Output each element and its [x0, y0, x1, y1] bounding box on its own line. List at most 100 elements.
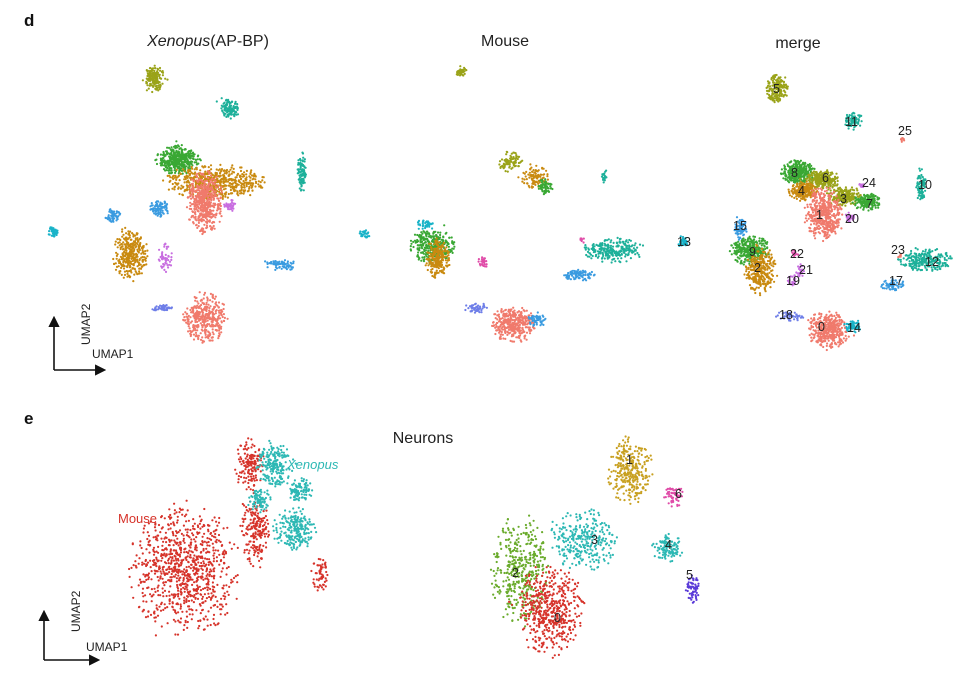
subtitle-mouse: Mouse — [481, 33, 529, 50]
point — [529, 163, 532, 166]
point — [170, 153, 173, 156]
point — [166, 166, 169, 170]
point — [124, 248, 127, 251]
point — [217, 306, 220, 309]
point — [516, 311, 519, 314]
point — [155, 78, 158, 81]
point — [123, 273, 127, 276]
point — [200, 328, 203, 331]
point — [514, 164, 517, 167]
point — [217, 334, 220, 338]
point — [412, 240, 415, 243]
point — [606, 243, 610, 246]
point — [301, 172, 305, 175]
point — [199, 159, 202, 162]
point — [220, 168, 224, 171]
point — [641, 244, 645, 247]
point — [177, 166, 180, 169]
point — [162, 154, 165, 157]
point — [173, 166, 176, 169]
point — [197, 317, 200, 320]
point — [549, 185, 552, 188]
point — [424, 264, 427, 267]
point — [151, 76, 154, 79]
point — [232, 167, 235, 170]
point — [152, 207, 155, 210]
point — [225, 98, 228, 101]
point — [157, 86, 160, 89]
point — [504, 337, 507, 340]
point — [248, 187, 251, 190]
point — [203, 183, 206, 187]
point — [179, 172, 182, 176]
point — [134, 246, 137, 249]
point — [591, 244, 594, 247]
point — [187, 152, 190, 156]
point — [164, 161, 167, 164]
point — [116, 210, 119, 213]
point — [303, 158, 306, 161]
point — [209, 164, 213, 167]
point — [628, 247, 631, 251]
point — [300, 188, 303, 191]
point — [199, 299, 202, 302]
point — [280, 267, 283, 270]
point — [494, 332, 497, 336]
point — [622, 247, 626, 250]
point — [204, 185, 207, 188]
point — [239, 169, 243, 173]
point — [504, 329, 507, 332]
point — [431, 227, 434, 230]
point — [444, 259, 447, 262]
point — [782, 95, 785, 98]
cluster-9 — [579, 237, 585, 244]
point — [467, 307, 470, 310]
point — [172, 151, 175, 154]
point — [125, 256, 128, 259]
point — [567, 271, 570, 275]
point — [435, 234, 438, 238]
point — [604, 244, 607, 247]
point — [175, 176, 178, 179]
cluster-9 — [47, 226, 59, 238]
point — [188, 207, 191, 210]
point — [214, 216, 217, 219]
point — [130, 238, 133, 241]
subtitle-xenopus-ap-bp: Xenopus(AP-BP) — [146, 33, 269, 50]
point — [203, 291, 207, 294]
point — [191, 210, 194, 213]
point — [183, 153, 186, 156]
point — [261, 186, 264, 189]
point — [112, 257, 115, 261]
point — [627, 252, 630, 255]
point — [631, 251, 634, 254]
point — [202, 190, 205, 193]
point — [245, 173, 248, 176]
point — [245, 183, 248, 186]
point — [181, 149, 184, 153]
point — [205, 313, 208, 316]
point — [209, 197, 212, 200]
point — [620, 250, 623, 253]
point — [179, 187, 183, 190]
point — [508, 318, 511, 321]
point — [423, 246, 426, 249]
point — [233, 113, 236, 116]
point — [421, 251, 424, 254]
point — [188, 218, 191, 221]
point — [250, 186, 253, 189]
cluster-5 — [416, 219, 434, 230]
point — [240, 188, 243, 191]
point — [186, 322, 189, 325]
point — [421, 220, 424, 224]
point — [427, 257, 430, 260]
point — [202, 199, 205, 202]
point — [240, 177, 243, 180]
point — [777, 100, 780, 103]
point — [122, 247, 125, 250]
point — [151, 90, 154, 94]
point — [171, 154, 174, 157]
point — [197, 205, 200, 208]
point — [171, 182, 174, 186]
point — [459, 70, 462, 74]
